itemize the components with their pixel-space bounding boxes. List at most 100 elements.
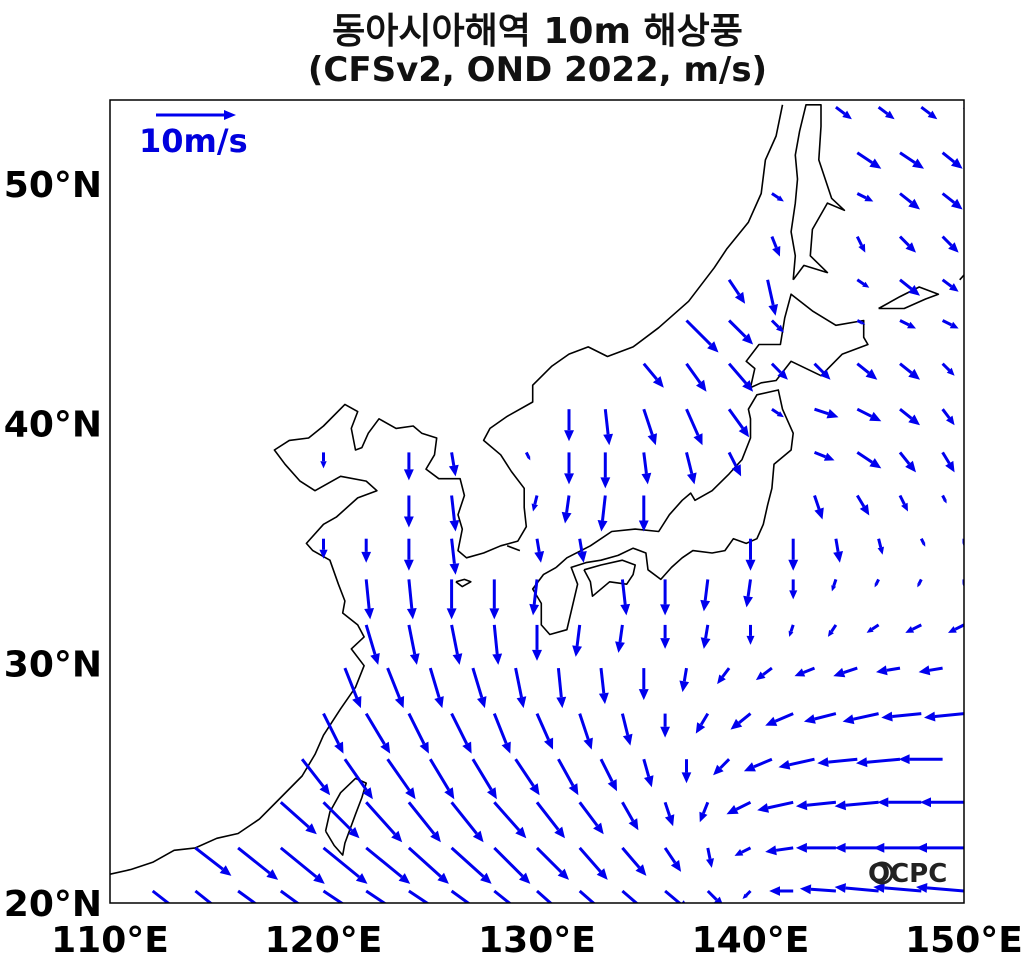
wind-vector-shaft (343, 758, 368, 792)
logo-text: OCPC (868, 859, 947, 889)
wind-vector (194, 846, 232, 876)
wind-vector (924, 711, 964, 722)
wind-vector-head (480, 872, 492, 884)
wind-vector-head (799, 884, 812, 895)
wind-vector-head (951, 158, 963, 169)
wind-vector-head (730, 718, 743, 730)
wind-vector-head (951, 198, 963, 210)
wind-vector-head (597, 520, 608, 532)
wind-vector (766, 279, 778, 316)
wind-vector-shaft (856, 192, 867, 200)
wind-vector (492, 713, 511, 754)
wind-vector-shaft (492, 713, 508, 744)
wind-vector (365, 801, 403, 843)
wind-vector-head (652, 376, 664, 388)
wind-vector (706, 889, 723, 903)
wind-vector-shaft (814, 407, 829, 416)
wind-vector-head (638, 689, 649, 701)
wind-vector-head (834, 842, 846, 853)
wind-vector-head (742, 380, 754, 392)
wind-vector-shaft (514, 667, 523, 698)
wind-vector-shaft (364, 624, 377, 655)
wind-vector-head (219, 865, 232, 876)
wind-vector (948, 623, 964, 633)
wind-vector-shaft (450, 538, 456, 564)
wind-vector (770, 236, 781, 257)
wind-vector (450, 889, 471, 903)
wind-vector (319, 538, 328, 559)
wind-vector-head (516, 696, 527, 709)
wind-vector (770, 319, 784, 333)
wind-vector-head (905, 460, 916, 473)
wind-vector-shaft (524, 451, 530, 458)
wind-vector-head (532, 649, 542, 661)
wind-vector-head (769, 886, 780, 896)
wind-vector-shaft (814, 712, 837, 721)
wind-vector-head (789, 590, 798, 600)
wind-vector (535, 846, 569, 880)
wind-vector (660, 579, 671, 616)
wind-vector-shaft (450, 801, 478, 835)
wind-vector-head (561, 511, 572, 524)
wind-vector-head (364, 608, 374, 620)
wind-vector-shaft (618, 624, 624, 643)
wind-vector-shaft (919, 538, 925, 544)
wind-vector-head (664, 814, 675, 827)
wind-vector-head (647, 433, 657, 446)
wind-vector-head (858, 243, 866, 253)
wind-vector-head (706, 858, 714, 868)
wind-vector-shaft (450, 846, 485, 878)
wind-vector (898, 235, 916, 253)
wind-vector-head (600, 477, 611, 489)
wind-vector-head (598, 692, 609, 705)
wind-vector (556, 667, 567, 709)
wind-vector (700, 624, 711, 649)
wind-vector (681, 759, 692, 784)
wind-vector-head (577, 551, 587, 563)
wind-vector (831, 578, 838, 592)
wind-vector-head (556, 696, 567, 709)
wind-vector-shaft (194, 846, 224, 871)
wind-vector-shaft (428, 667, 441, 699)
wind-vector (557, 758, 579, 796)
wind-vector (941, 192, 963, 210)
wind-vector (899, 278, 920, 296)
wind-vector (727, 278, 746, 304)
wind-vector-shaft (941, 278, 953, 288)
wind-vector-shaft (237, 846, 271, 875)
wind-vector (842, 712, 879, 725)
wind-vector (532, 624, 542, 661)
wind-vector (429, 758, 455, 800)
wind-vector-shaft (899, 151, 916, 164)
wind-vector-head (620, 603, 631, 616)
wind-vector-shaft (535, 846, 563, 874)
wind-vector (603, 409, 613, 446)
wind-vector (877, 797, 922, 808)
wind-vector (941, 451, 955, 473)
wind-vector-head (406, 608, 417, 620)
wind-vector-shaft (899, 319, 910, 327)
wind-vector (856, 362, 878, 380)
wind-vector-head (869, 158, 882, 169)
wind-vector-head (641, 472, 652, 485)
wind-vector (799, 884, 837, 895)
wind-vector-shaft (770, 319, 780, 329)
wind-vector (856, 192, 874, 202)
wind-vector (578, 889, 596, 903)
wind-vector-shaft (813, 495, 821, 510)
wind-vector-shaft (300, 758, 325, 788)
wind-vector-shaft (703, 579, 710, 601)
wind-vector-head (534, 551, 545, 563)
wind-vector-shaft (471, 758, 493, 791)
wind-vector-head (501, 741, 511, 754)
wind-vector-shaft (706, 847, 712, 860)
wind-vector (813, 451, 835, 461)
wind-vector (813, 495, 824, 520)
wind-vector-shaft (746, 579, 752, 597)
wind-vector-head (266, 869, 279, 880)
wind-vector-head (768, 304, 778, 316)
wind-vector (407, 712, 429, 754)
wind-vector (899, 192, 920, 210)
wind-vector (755, 666, 773, 681)
wind-vector-head (492, 653, 503, 665)
